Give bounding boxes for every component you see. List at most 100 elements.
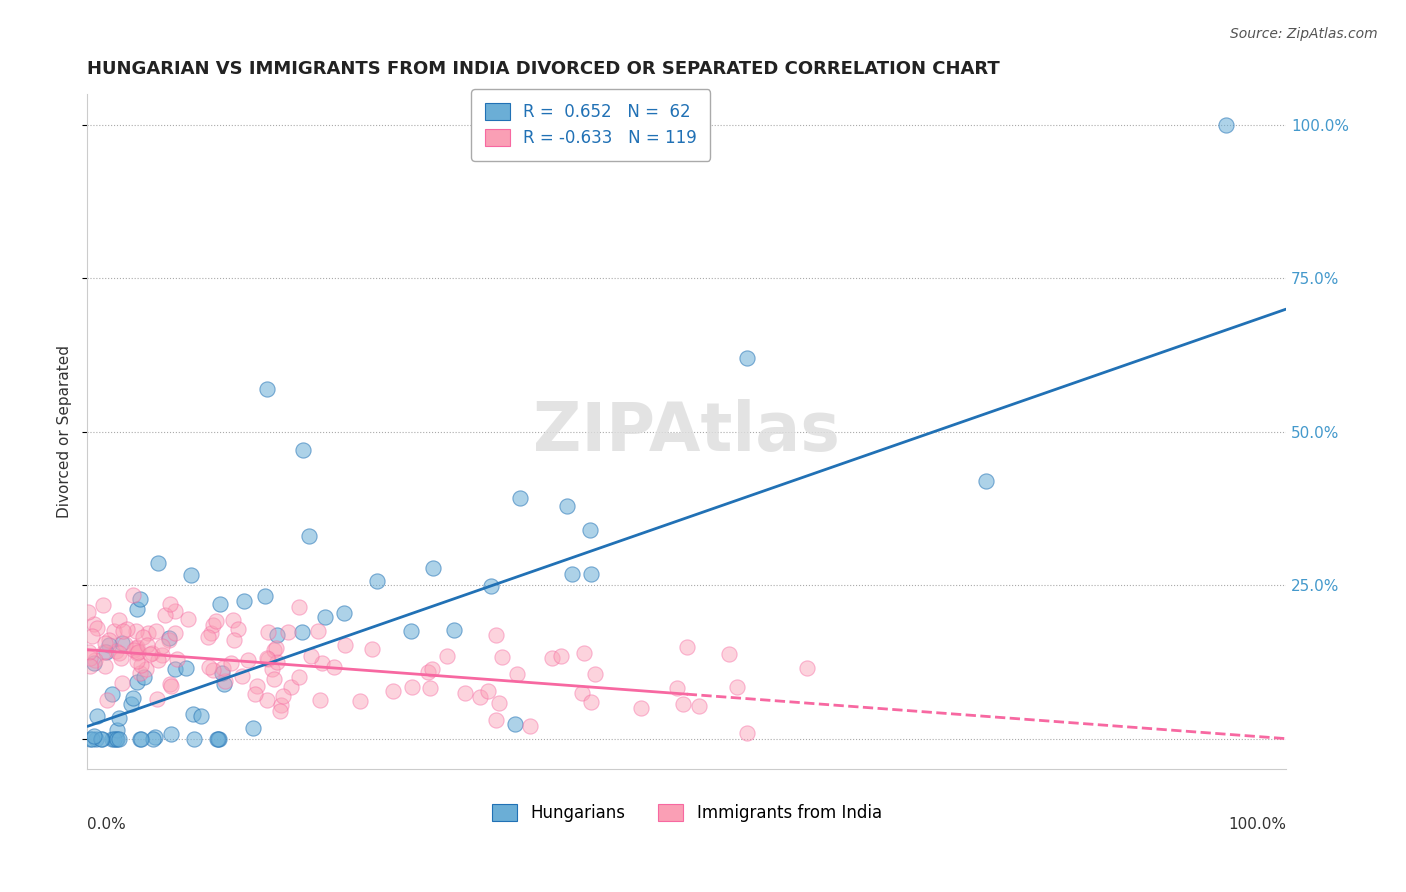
Hungarians xyxy=(253,589,276,603)
Immigrants from India xyxy=(83,617,105,632)
Immigrants from India xyxy=(128,666,150,681)
Immigrants from India xyxy=(257,652,280,666)
Hungarians xyxy=(232,593,254,607)
Hungarians xyxy=(735,351,758,366)
Immigrants from India xyxy=(256,625,278,640)
Hungarians xyxy=(479,578,502,592)
Hungarians xyxy=(292,443,315,458)
Immigrants from India xyxy=(146,691,169,706)
Hungarians xyxy=(314,610,336,624)
Immigrants from India xyxy=(141,646,163,660)
Immigrants from India xyxy=(231,669,253,683)
Hungarians xyxy=(79,731,101,746)
Immigrants from India xyxy=(96,693,118,707)
Immigrants from India xyxy=(200,626,222,640)
Hungarians xyxy=(422,561,444,575)
Hungarians xyxy=(96,645,118,659)
Hungarians xyxy=(120,698,142,712)
Immigrants from India xyxy=(506,667,529,681)
Immigrants from India xyxy=(98,633,121,648)
Immigrants from India xyxy=(579,695,602,709)
Immigrants from India xyxy=(264,640,287,655)
Immigrants from India xyxy=(309,692,332,706)
Hungarians xyxy=(122,690,145,705)
Hungarians xyxy=(127,675,149,690)
Immigrants from India xyxy=(361,642,384,657)
Immigrants from India xyxy=(125,624,148,638)
Hungarians xyxy=(212,677,235,691)
Immigrants from India xyxy=(125,640,148,655)
Immigrants from India xyxy=(132,630,155,644)
Immigrants from India xyxy=(135,638,157,652)
Immigrants from India xyxy=(91,598,114,612)
Immigrants from India xyxy=(127,654,149,668)
Hungarians xyxy=(143,730,166,744)
Immigrants from India xyxy=(323,659,346,673)
Immigrants from India xyxy=(491,650,513,665)
Immigrants from India xyxy=(228,623,250,637)
Immigrants from India xyxy=(666,681,689,695)
Legend: Hungarians, Immigrants from India: Hungarians, Immigrants from India xyxy=(485,797,889,829)
Y-axis label: Divorced or Separated: Divorced or Separated xyxy=(58,345,72,518)
Immigrants from India xyxy=(401,680,423,694)
Hungarians xyxy=(111,635,134,649)
Immigrants from India xyxy=(150,639,173,653)
Immigrants from India xyxy=(152,648,174,662)
Hungarians xyxy=(976,474,998,488)
Immigrants from India xyxy=(349,694,371,708)
Immigrants from India xyxy=(583,666,606,681)
Immigrants from India xyxy=(307,624,329,639)
Immigrants from India xyxy=(104,644,127,658)
Hungarians xyxy=(108,731,131,746)
Hungarians xyxy=(83,657,105,671)
Immigrants from India xyxy=(79,651,101,665)
Hungarians xyxy=(1215,118,1237,132)
Immigrants from India xyxy=(153,607,176,622)
Text: 100.0%: 100.0% xyxy=(1227,816,1286,831)
Immigrants from India xyxy=(77,605,100,619)
Immigrants from India xyxy=(198,660,221,674)
Immigrants from India xyxy=(145,624,167,639)
Immigrants from India xyxy=(219,657,242,671)
Hungarians xyxy=(148,556,170,570)
Immigrants from India xyxy=(197,630,219,644)
Hungarians xyxy=(366,574,388,588)
Hungarians xyxy=(443,623,465,637)
Immigrants from India xyxy=(127,645,149,659)
Hungarians xyxy=(105,731,128,746)
Hungarians xyxy=(163,662,186,676)
Immigrants from India xyxy=(382,684,405,698)
Text: 0.0%: 0.0% xyxy=(87,816,127,831)
Immigrants from India xyxy=(280,680,302,694)
Immigrants from India xyxy=(157,633,180,648)
Immigrants from India xyxy=(519,719,541,733)
Immigrants from India xyxy=(163,626,186,640)
Hungarians xyxy=(205,731,228,746)
Immigrants from India xyxy=(263,672,285,686)
Hungarians xyxy=(101,731,124,746)
Hungarians xyxy=(160,727,183,741)
Immigrants from India xyxy=(477,684,499,698)
Immigrants from India xyxy=(110,651,132,665)
Hungarians xyxy=(291,625,314,640)
Immigrants from India xyxy=(419,681,441,695)
Hungarians xyxy=(298,529,321,543)
Immigrants from India xyxy=(159,677,181,691)
Hungarians xyxy=(105,723,128,737)
Text: HUNGARIAN VS IMMIGRANTS FROM INDIA DIVORCED OR SEPARATED CORRELATION CHART: HUNGARIAN VS IMMIGRANTS FROM INDIA DIVOR… xyxy=(87,60,1000,78)
Hungarians xyxy=(157,632,180,646)
Hungarians xyxy=(401,624,423,638)
Immigrants from India xyxy=(243,687,266,701)
Immigrants from India xyxy=(108,613,131,627)
Hungarians xyxy=(183,731,205,746)
Hungarians xyxy=(86,709,108,723)
Immigrants from India xyxy=(796,661,818,675)
Hungarians xyxy=(98,638,121,652)
Immigrants from India xyxy=(166,652,188,666)
Immigrants from India xyxy=(236,653,259,667)
Hungarians xyxy=(125,602,148,616)
Immigrants from India xyxy=(572,646,595,660)
Immigrants from India xyxy=(148,653,170,667)
Immigrants from India xyxy=(222,613,245,627)
Immigrants from India xyxy=(212,661,235,675)
